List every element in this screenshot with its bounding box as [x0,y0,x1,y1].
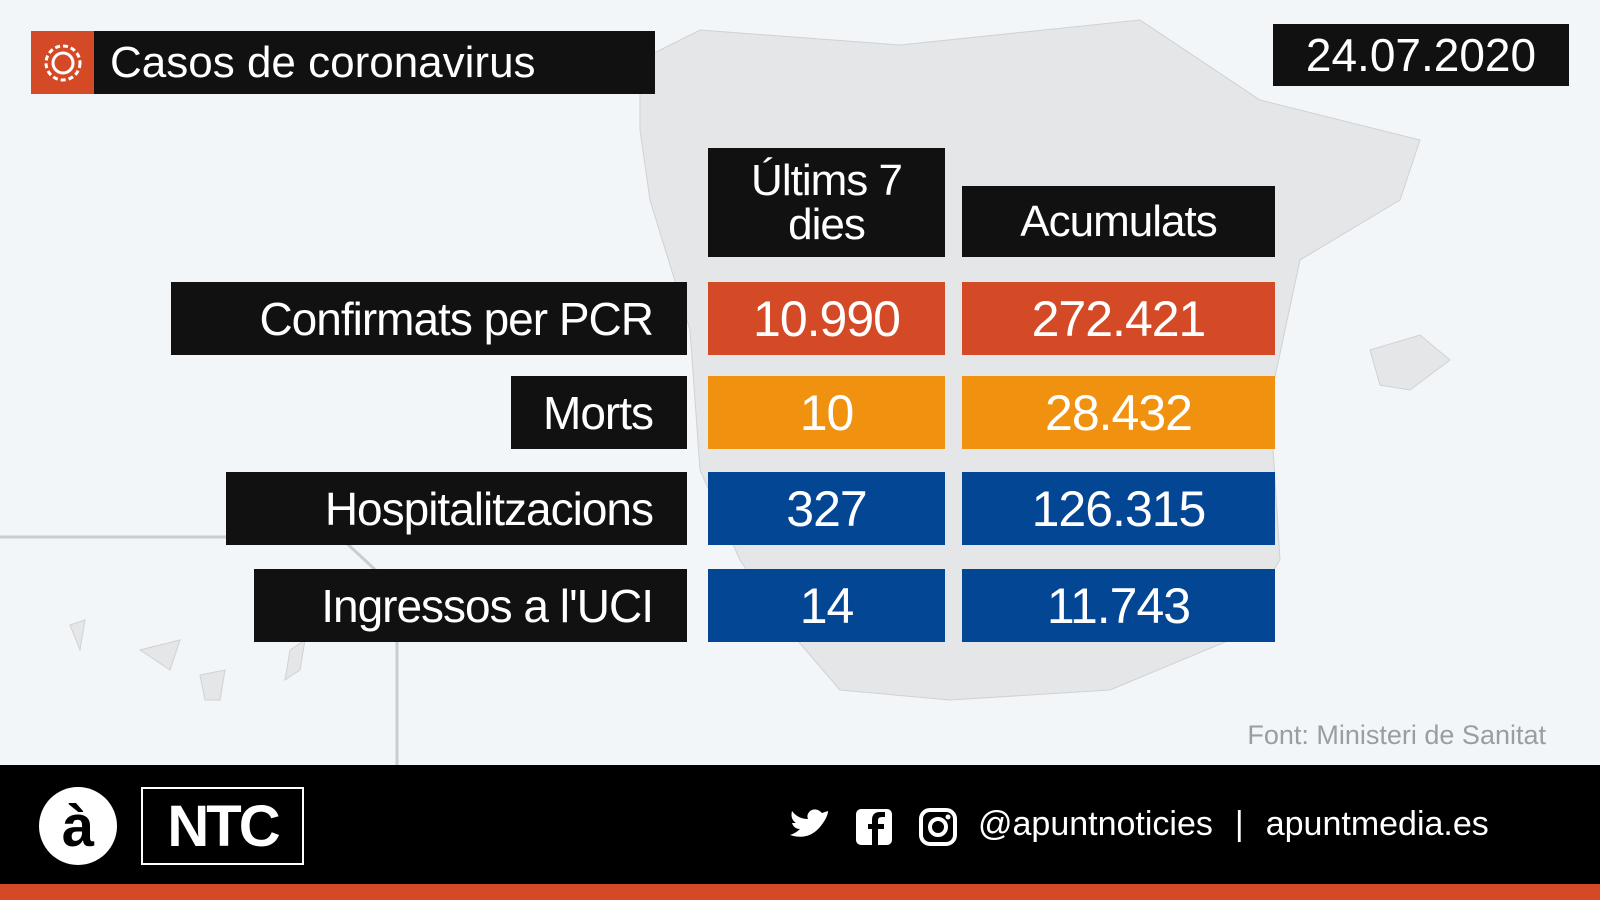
row-label: Ingressos a l'UCI [254,569,687,642]
source: Font: Ministeri de Sanitat [1247,720,1546,750]
row-label: Hospitalitzacions [226,472,687,545]
footer-strip [0,884,1600,900]
cell-last7: 14 [708,569,945,642]
cell-last7: 10.990 [708,282,945,355]
virus-icon [31,31,94,94]
logo: à [39,787,117,865]
cell-total: 11.743 [962,569,1275,642]
column-header: Últims 7 dies [708,148,945,257]
separator: | [1234,805,1244,843]
date: 24.07.2020 [1273,24,1569,86]
title: Casos de coronavirus [110,37,536,87]
cell-last7: 10 [708,376,945,449]
row-label: Confirmats per PCR [171,282,687,355]
cell-last7: 327 [708,472,945,545]
cell-total: 272.421 [962,282,1275,355]
brand: NTC [141,787,304,865]
column-header: Acumulats [962,186,1275,257]
footer-links: @apuntnoticies | apuntmedia.es [978,805,1489,844]
handle: @apuntnoticies [978,805,1213,843]
title-box: Casos de coronavirus [31,31,655,94]
website: apuntmedia.es [1265,805,1489,843]
row-label: Morts [511,376,687,449]
cell-total: 126.315 [962,472,1275,545]
footer: à NTC @apuntnoticies | apuntmedia.es [0,765,1600,884]
social-icons [790,808,957,846]
cell-total: 28.432 [962,376,1275,449]
